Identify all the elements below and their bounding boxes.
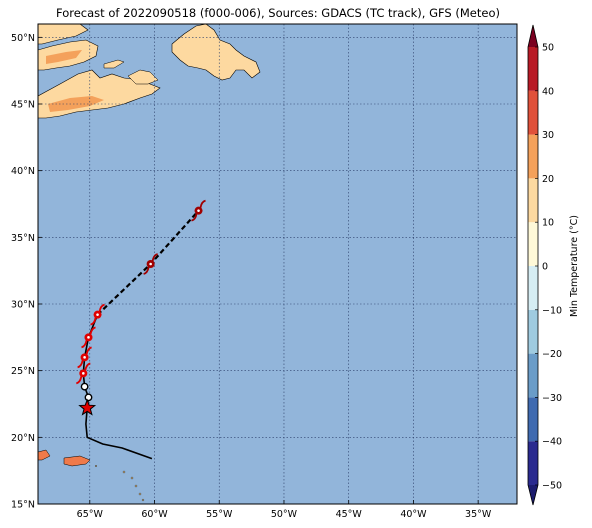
colorbar-tick-label: 10 xyxy=(542,218,554,229)
lon-tick-label: 35°W xyxy=(465,509,492,520)
lon-tick-label: 45°W xyxy=(336,509,363,520)
colorbar-tick-label: 0 xyxy=(542,262,548,273)
depression-marker xyxy=(84,393,93,402)
cape-breton-land xyxy=(127,69,159,85)
colorbar: −50 −40 −30 −20 −10 0 10 20 30 40 50 Min Temperatur… xyxy=(527,24,580,506)
colorbar-bin xyxy=(528,266,538,310)
lat-tick-label: 45°N xyxy=(11,100,35,111)
map-axes: 65°W 60°W 55°W 50°W 45°W 40°W 35°W 15°N 20°N 25°N… xyxy=(11,33,492,520)
hurricane-symbol xyxy=(77,346,92,369)
colorbar-bin xyxy=(528,397,538,442)
gaspe-land xyxy=(38,24,89,45)
lat-tick-label: 35°N xyxy=(11,233,35,244)
hurricane-symbol xyxy=(143,253,158,275)
caribbean-land xyxy=(38,449,145,502)
colorbar-bin xyxy=(528,90,538,135)
newfoundland-land xyxy=(171,24,261,81)
colorbar-bin xyxy=(528,134,538,179)
colorbar-tick-label: −30 xyxy=(542,393,562,404)
colorbar-tick-label: 30 xyxy=(542,130,554,141)
colorbar-bin xyxy=(528,353,538,398)
current-position-star xyxy=(78,398,97,416)
lon-tick-label: 50°W xyxy=(271,509,298,520)
hurricane-symbol xyxy=(81,326,96,349)
lon-tick-label: 60°W xyxy=(141,509,168,520)
graticule xyxy=(38,24,517,504)
lon-tick-label: 40°W xyxy=(400,509,427,520)
colorbar-under-arrow xyxy=(528,485,538,505)
colorbar-bin xyxy=(528,47,538,91)
hurricane-symbol xyxy=(90,303,105,326)
colorbar-tick-label: −50 xyxy=(542,481,562,492)
colorbar-tick-label: −10 xyxy=(542,305,562,316)
lat-tick-label: 40°N xyxy=(11,166,35,177)
map-title: Forecast of 2022090518 (f000-006), Sourc… xyxy=(56,6,500,20)
colorbar-tick-label: −20 xyxy=(542,349,562,360)
colorbar-bin xyxy=(528,222,538,266)
lon-tick-label: 55°W xyxy=(206,509,233,520)
colorbar-label: Min Temperature (°C) xyxy=(569,215,580,317)
hurricane-symbol xyxy=(76,362,91,385)
lat-tick-label: 20°N xyxy=(11,433,35,444)
lat-tick-label: 25°N xyxy=(11,366,35,377)
colorbar-bin xyxy=(528,178,538,223)
colorbar-bin xyxy=(528,309,538,354)
depression-marker xyxy=(80,382,89,391)
tc-track xyxy=(76,199,206,460)
colorbar-bin xyxy=(528,441,538,485)
past-track-line xyxy=(85,407,153,460)
nova-scotia-land xyxy=(38,69,161,119)
colorbar-over-arrow xyxy=(528,25,538,47)
lat-tick-label: 30°N xyxy=(11,300,35,311)
lat-tick-label: 15°N xyxy=(11,500,35,511)
lon-tick-label: 65°W xyxy=(77,509,104,520)
colorbar-tick-label: 20 xyxy=(542,174,554,185)
map-frame xyxy=(37,23,518,505)
colorbar-tick-label: 40 xyxy=(542,86,554,97)
lat-tick-label: 50°N xyxy=(11,33,35,44)
colorbar-tick-label: −40 xyxy=(542,437,562,448)
colorbar-tick-label: 50 xyxy=(542,43,554,54)
hurricane-symbol xyxy=(191,199,206,222)
pei-land xyxy=(103,59,125,69)
